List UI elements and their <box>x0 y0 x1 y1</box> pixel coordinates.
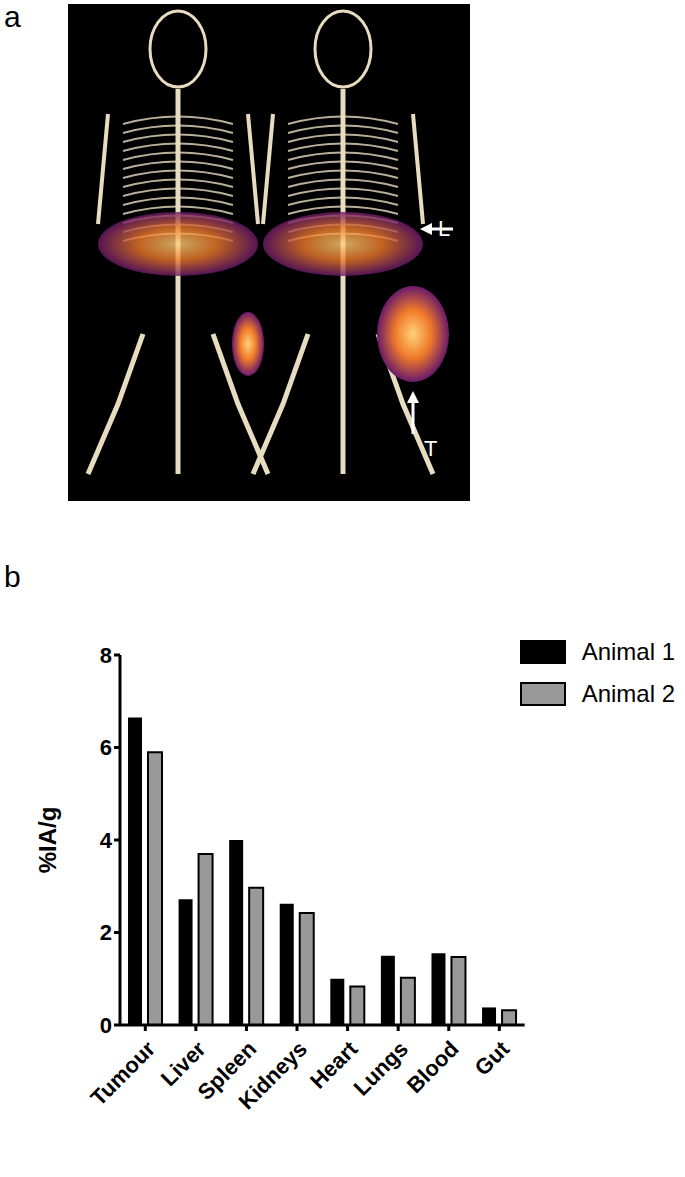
svg-text:Lungs: Lungs <box>349 1036 413 1100</box>
svg-text:Blood: Blood <box>402 1036 464 1098</box>
html-text:Animal 1: Animal 1 <box>581 638 675 665</box>
html-text:b: b <box>4 560 21 593</box>
html-text:a: a <box>4 0 21 33</box>
svg-text:6: 6 <box>100 735 112 760</box>
svg-text:%IA/g: %IA/g <box>34 807 61 874</box>
svg-text:8: 8 <box>100 643 112 668</box>
svg-text:Liver: Liver <box>155 1036 211 1091</box>
svg-text:L: L <box>438 216 450 241</box>
svg-text:Tumour: Tumour <box>86 1036 161 1111</box>
svg-text:0: 0 <box>100 1013 112 1038</box>
svg-text:2: 2 <box>100 920 112 945</box>
svg-text:4: 4 <box>100 828 113 853</box>
svg-text:Heart: Heart <box>305 1036 363 1094</box>
svg-text:Gut: Gut <box>470 1036 515 1081</box>
svg-text:Spleen: Spleen <box>192 1036 262 1105</box>
svg-text:Kidneys: Kidneys <box>234 1036 312 1114</box>
svg-text:T: T <box>424 436 437 461</box>
html-text:Animal 2: Animal 2 <box>581 680 675 707</box>
